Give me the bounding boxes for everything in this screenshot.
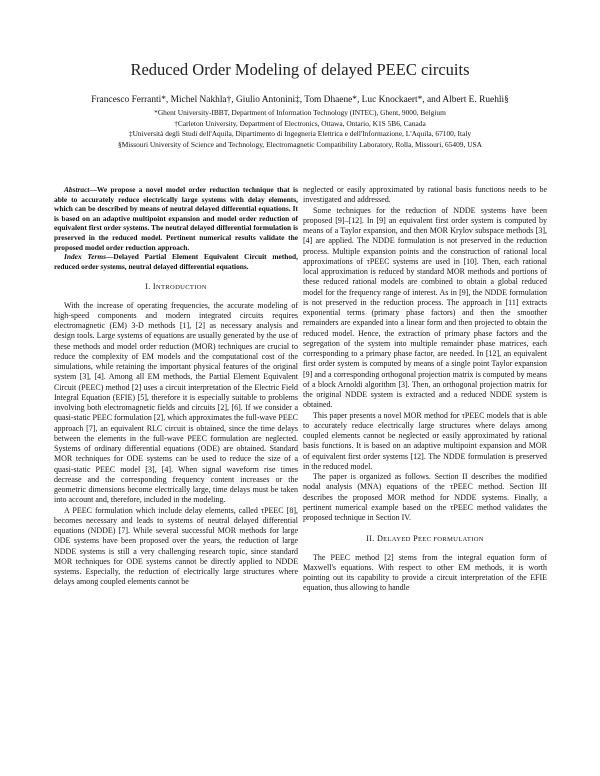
- section-heading-rest: NTRODUCTION: [155, 284, 207, 292]
- author-list: Francesco Ferranti*, Michel Nakhla†, Giu…: [91, 95, 509, 105]
- section-numeral: II.: [366, 534, 375, 544]
- intro-paragraph-6: The paper is organized as follows. Secti…: [303, 472, 547, 522]
- section-heading-initial: I: [152, 282, 156, 292]
- affiliation-laquila: ‡Università degli Studi dell'Aquila, Dip…: [128, 129, 472, 139]
- intro-paragraph-2: A PEEC formulation which include delay e…: [54, 505, 298, 587]
- abstract-label: Abstract: [64, 185, 90, 194]
- section-heading-rest: ELAYED: [383, 536, 411, 544]
- intro-paragraph-1: With the increase of operating frequenci…: [54, 300, 298, 505]
- index-terms-label: Index Terms: [64, 252, 106, 262]
- abstract-text: —We propose a novel model order reductio…: [54, 185, 298, 252]
- abstract: Abstract—We propose a novel model order …: [54, 185, 298, 252]
- intro-paragraph-5: This paper presents a novel MOR method f…: [303, 410, 547, 471]
- affiliation-ghent: *Ghent University-IBBT, Department of In…: [154, 108, 446, 117]
- peec-paragraph-1: The PEEC method [2] stems from the integ…: [303, 552, 547, 593]
- index-terms: Index Terms—Delayed Partial Element Equi…: [54, 252, 298, 271]
- affiliation-carleton: †Carleton University, Department of Elec…: [174, 118, 426, 128]
- section-heading-rest: EEC FORMULATION: [417, 536, 484, 544]
- index-terms-text: —Delayed Partial Element Equivalent Circ…: [54, 252, 298, 271]
- section-numeral: I.: [145, 282, 151, 292]
- right-column: neglected or easily approximated by rati…: [303, 185, 547, 594]
- left-column: Abstract—We propose a novel model order …: [54, 185, 298, 588]
- paper-title: Reduced Order Modeling of delayed PEEC c…: [130, 60, 470, 79]
- section-heading-delayed-peec: II. DELAYED PEEC FORMULATION: [303, 534, 547, 545]
- intro-paragraph-4: Some techniques for the reduction of NDD…: [303, 205, 547, 410]
- section-heading-initial: P: [413, 534, 418, 544]
- section-heading-initial: D: [376, 534, 384, 544]
- intro-paragraph-3: neglected or easily approximated by rati…: [303, 185, 547, 205]
- affiliation-missouri: §Missouri University of Science and Tech…: [118, 140, 482, 150]
- affiliations: *Ghent University-IBBT, Department of In…: [30, 108, 570, 151]
- section-heading-introduction: I. INTRODUCTION: [54, 282, 298, 293]
